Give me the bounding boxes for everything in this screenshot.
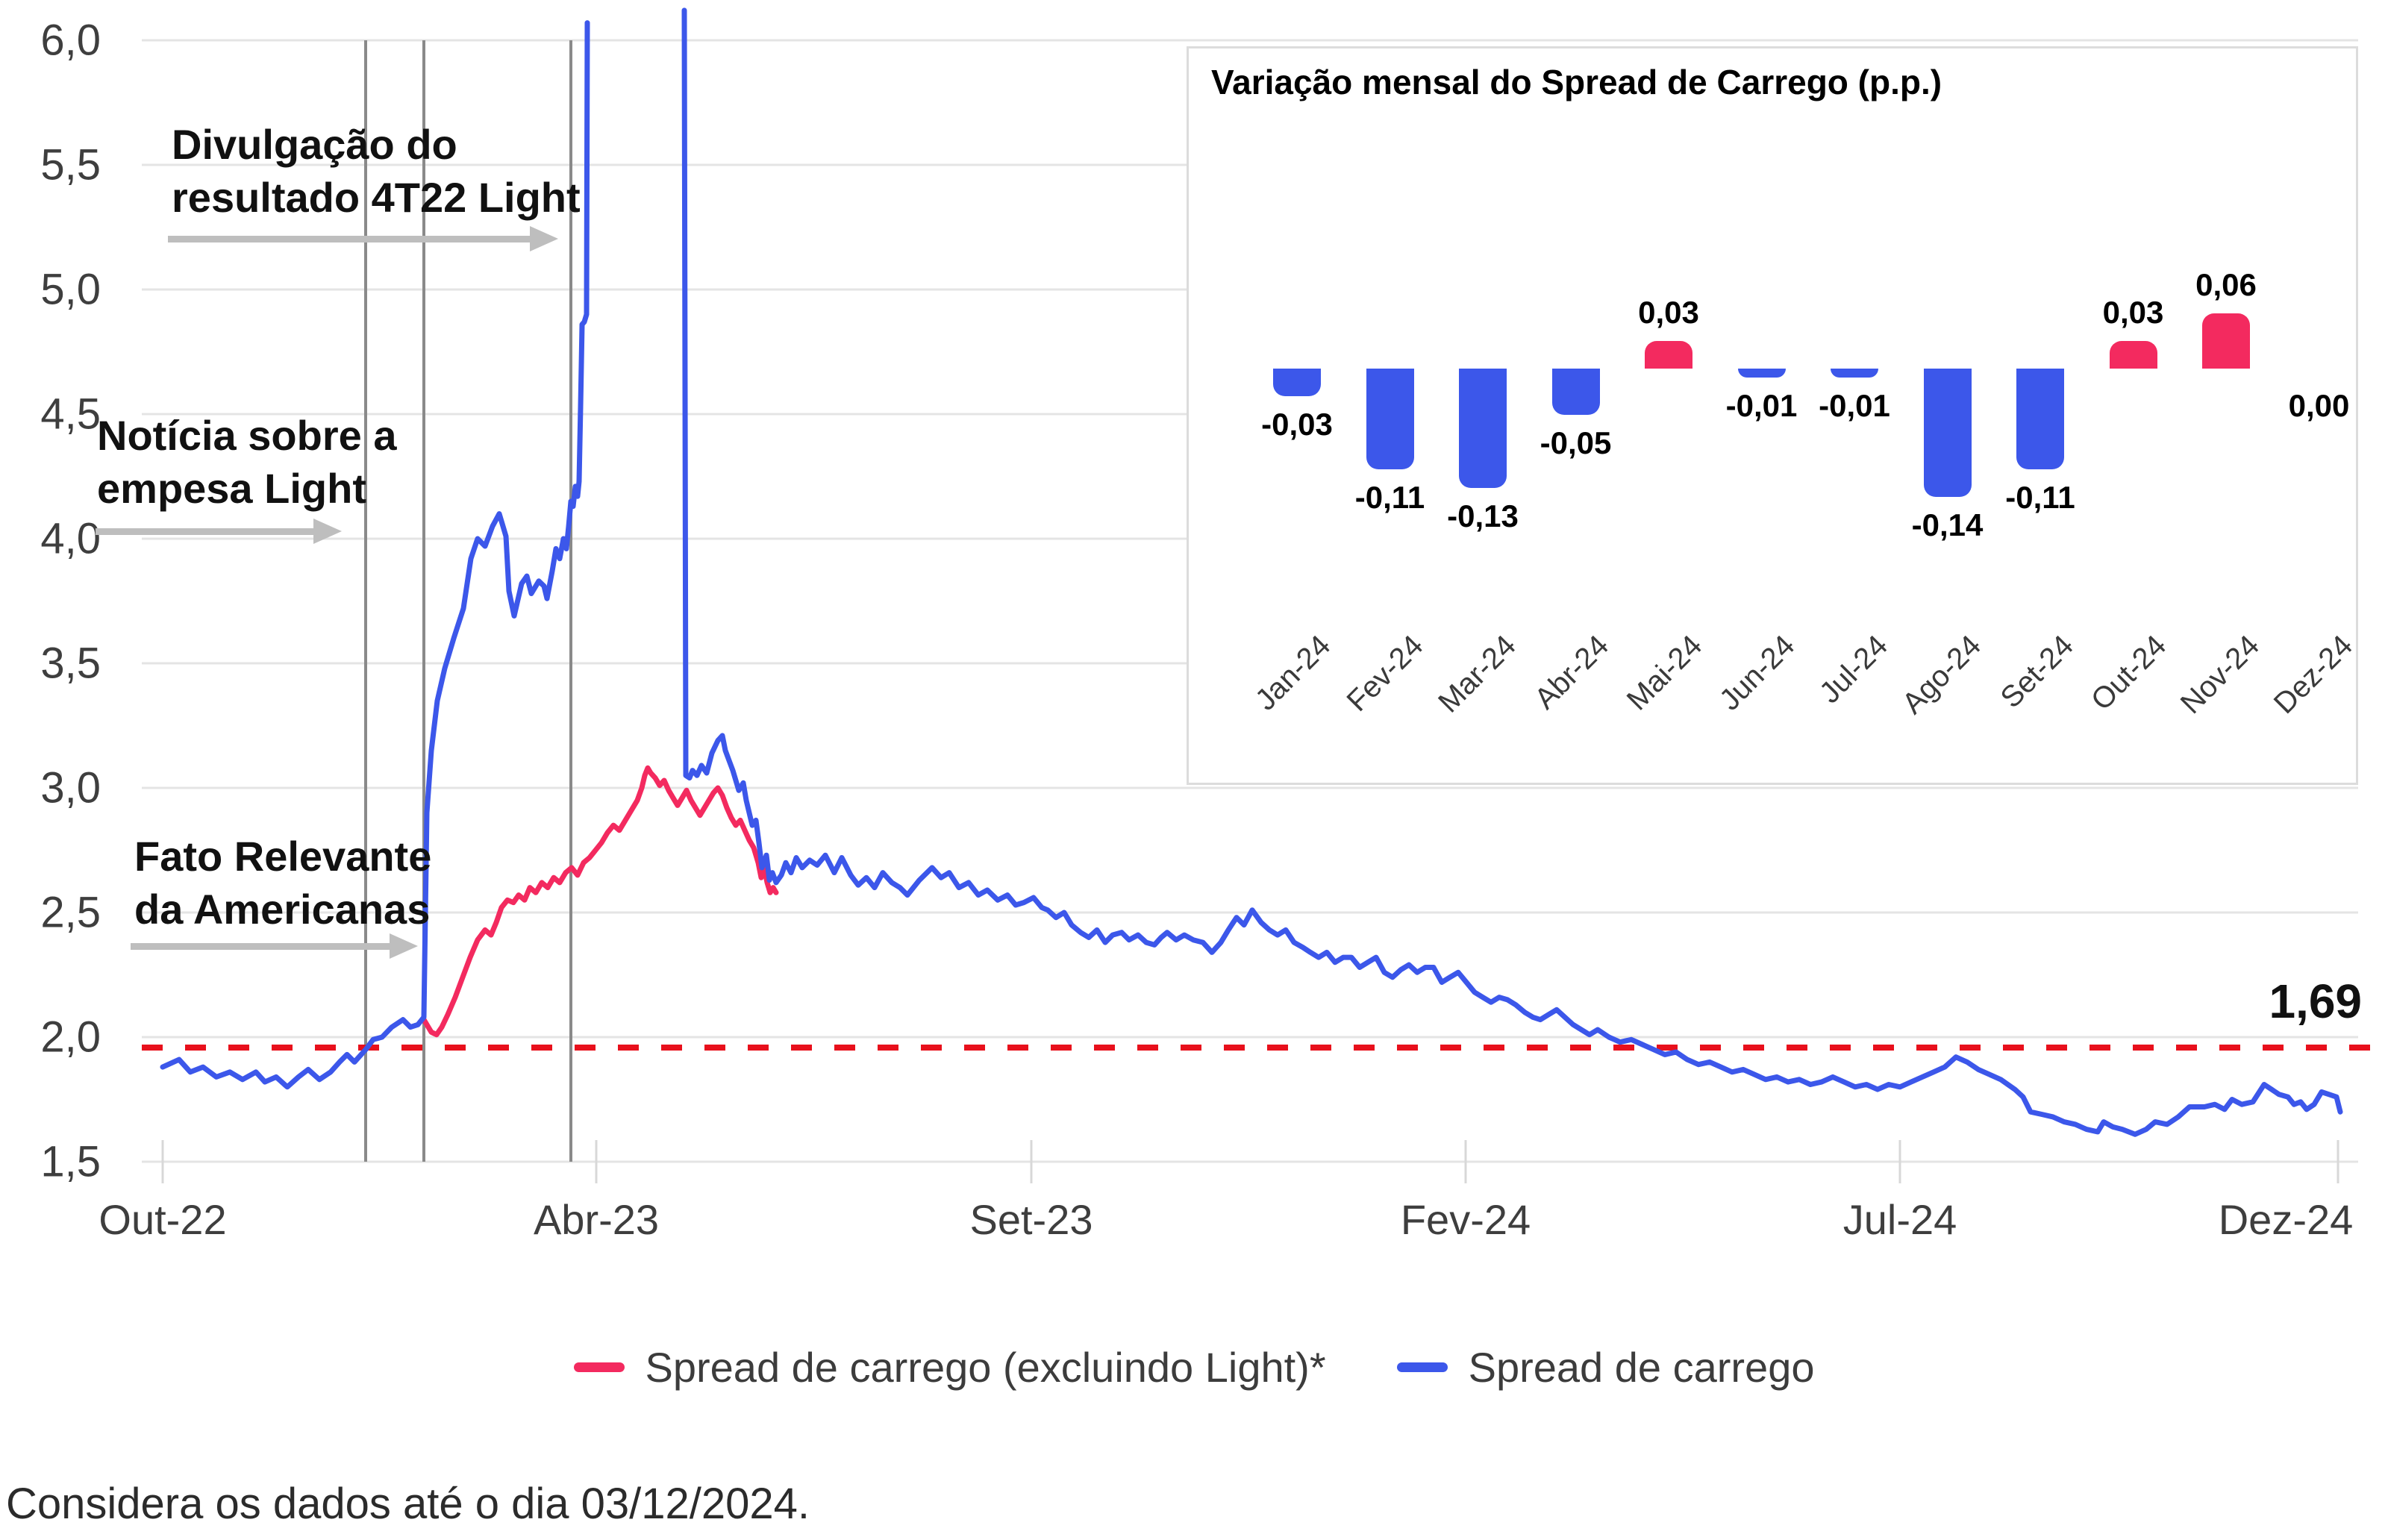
inset-bar-value-label: -0,11 xyxy=(1354,480,1425,516)
inset-bar-Jul-24 xyxy=(1831,369,1878,378)
inset-bar-Jan-24 xyxy=(1273,369,1321,396)
arrow-noticia-shaft xyxy=(96,528,313,535)
arrow-divulgacao-shaft xyxy=(168,236,530,242)
inset-bar-value-label: 0,00 xyxy=(2288,388,2350,423)
inset-month-label: Abr-24 xyxy=(1528,629,1616,716)
y-tick-label: 5,0 xyxy=(40,265,101,314)
legend-swatch-pink-icon xyxy=(573,1362,625,1372)
inset-bar-Mar-24 xyxy=(1459,369,1507,488)
x-tick-label: Out-22 xyxy=(99,1196,227,1243)
y-tick-label: 2,5 xyxy=(40,888,101,937)
annotation-divulgacao-4t22: Divulgação do resultado 4T22 Light xyxy=(172,121,581,221)
inset-month-label: Mar-24 xyxy=(1432,629,1523,719)
inset-bar-Nov-24 xyxy=(2202,313,2250,369)
annotation-noticia-light: Notícia sobre a empesa Light xyxy=(97,412,397,512)
legend-label: Spread de carrego (excluindo Light)* xyxy=(645,1344,1326,1391)
legend-label: Spread de carrego xyxy=(1468,1344,1815,1391)
inset-month-label: Out-24 xyxy=(2085,629,2173,717)
inset-month-label: Set-24 xyxy=(1994,629,2081,715)
inset-month-label: Ago-24 xyxy=(1895,629,1987,721)
inset-title: Variação mensal do Spread de Carrego (p.… xyxy=(1211,63,1942,101)
arrow-fato-shaft xyxy=(131,943,390,950)
inset-bar-value-label: -0,05 xyxy=(1540,425,1612,460)
series-pink xyxy=(421,765,779,1038)
footnote: Considera os dados até o dia 03/12/2024. xyxy=(6,1480,810,1528)
y-tick-label: 4,5 xyxy=(40,389,101,439)
inset-bar-value-label: -0,13 xyxy=(1447,498,1519,533)
inset-bar-chart: Variação mensal do Spread de Carrego (p.… xyxy=(1187,46,2359,785)
inset-bar-Out-24 xyxy=(2109,341,2157,369)
series-blue xyxy=(160,20,590,1090)
inset-month-label: Fev-24 xyxy=(1340,629,1430,719)
reference-value-label: 1,69 xyxy=(2269,974,2362,1028)
arrow-fato-head-icon xyxy=(390,933,418,959)
inset-month-label: Nov-24 xyxy=(2174,629,2266,721)
x-tick-label: Fev-24 xyxy=(1400,1196,1531,1243)
inset-bar-Set-24 xyxy=(2016,369,2064,470)
legend: Spread de carrego (excluindo Light)* Spr… xyxy=(0,1343,2388,1392)
inset-bar-Ago-24 xyxy=(1923,369,1972,498)
inset-month-label: Jan-24 xyxy=(1248,629,1337,717)
annotation-fato-relevante: Fato Relevante da Americanas xyxy=(134,833,432,933)
y-tick-label: 4,0 xyxy=(40,514,101,563)
x-tick-label: Set-23 xyxy=(969,1196,1093,1243)
inset-bar-value-label: 0,03 xyxy=(1638,295,1699,331)
arrow-noticia-head-icon xyxy=(313,519,342,544)
inset-bar-Mai-24 xyxy=(1645,341,1692,369)
inset-month-label: Mai-24 xyxy=(1620,629,1709,717)
x-tick-label: Dez-24 xyxy=(2218,1196,2354,1243)
series-blue xyxy=(681,7,2343,1137)
y-tick-label: 5,5 xyxy=(40,140,101,190)
inset-bar-value-label: -0,03 xyxy=(1261,406,1333,442)
inset-month-label: Dez-24 xyxy=(2267,629,2359,721)
inset-bar-Abr-24 xyxy=(1551,369,1600,415)
inset-bar-value-label: 0,03 xyxy=(2102,295,2164,331)
legend-item-excluindo-light: Spread de carrego (excluindo Light)* xyxy=(573,1343,1326,1392)
inset-bar-value-label: -0,11 xyxy=(2005,480,2075,516)
y-tick-label: 6,0 xyxy=(40,16,101,65)
y-tick-label: 3,0 xyxy=(40,763,101,813)
arrow-divulgacao-head-icon xyxy=(530,226,558,251)
inset-bar-value-label: -0,14 xyxy=(1911,507,1984,543)
legend-item-spread-carrego: Spread de carrego xyxy=(1396,1343,1815,1392)
y-tick-label: 2,0 xyxy=(40,1012,101,1062)
x-tick-label: Abr-23 xyxy=(533,1196,660,1243)
y-tick-label: 1,5 xyxy=(40,1137,101,1186)
inset-bar-value-label: 0,06 xyxy=(2195,267,2257,303)
x-tick-label: Jul-24 xyxy=(1842,1196,1957,1243)
inset-bar-Jun-24 xyxy=(1737,369,1786,378)
legend-swatch-blue-icon xyxy=(1396,1362,1448,1372)
y-tick-label: 3,5 xyxy=(40,639,101,688)
inset-bar-value-label: -0,01 xyxy=(1819,388,1890,424)
inset-bar-Fev-24 xyxy=(1366,369,1414,470)
inset-bar-value-label: -0,01 xyxy=(1725,388,1798,424)
inset-month-label: Jul-24 xyxy=(1813,629,1895,710)
inset-month-label: Jun-24 xyxy=(1713,629,1801,717)
